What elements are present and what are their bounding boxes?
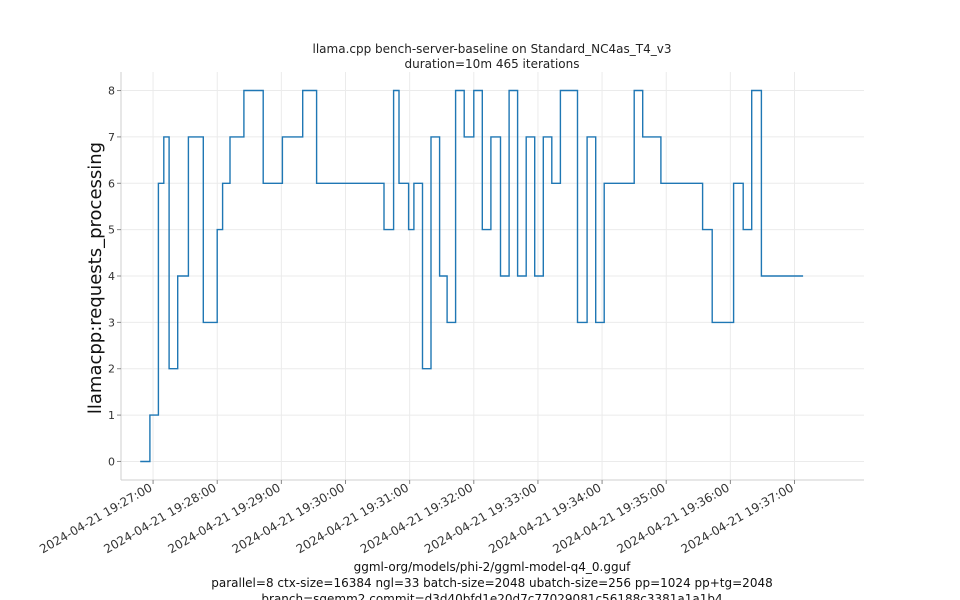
- x-axis-label-line-2: parallel=8 ctx-size=16384 ngl=33 batch-s…: [211, 576, 772, 590]
- y-tick-label: 6: [108, 177, 115, 190]
- x-tick-label: 2024-04-21 19:35:00: [550, 480, 667, 556]
- series-layer: [140, 89, 804, 463]
- series-line: [140, 89, 804, 463]
- x-tick-label: 2024-04-21 19:32:00: [358, 480, 475, 556]
- x-tick-label: 2024-04-21 19:28:00: [101, 480, 218, 556]
- x-tick-label: 2024-04-21 19:33:00: [422, 480, 539, 556]
- y-tick-label: 1: [108, 409, 115, 422]
- y-axis-label: llamacpp:requests_processing: [85, 142, 106, 414]
- x-tick-label: 2024-04-21 19:29:00: [165, 480, 282, 556]
- y-tick-label: 5: [108, 224, 115, 237]
- y-tick-label: 3: [108, 316, 115, 329]
- y-tick-label: 7: [108, 131, 115, 144]
- x-axis-label-line-1: ggml-org/models/phi-2/ggml-model-q4_0.gg…: [354, 560, 632, 574]
- x-tick-label: 2024-04-21 19:37:00: [679, 480, 796, 556]
- chart-title-line-1: llama.cpp bench-server-baseline on Stand…: [313, 42, 672, 56]
- y-tick-label: 4: [108, 270, 115, 283]
- x-tick-label: 2024-04-21 19:30:00: [230, 480, 347, 556]
- y-ticks: 0 1 2 3 4 5 6 7 8: [108, 85, 121, 468]
- x-tick-label: 2024-04-21 19:34:00: [486, 480, 603, 556]
- x-tick-label: 2024-04-21 19:31:00: [294, 480, 411, 556]
- y-tick-label: 2: [108, 363, 115, 376]
- chart-title-line-2: duration=10m 465 iterations: [405, 57, 580, 71]
- grid-lines: [121, 72, 864, 480]
- x-tick-label: 2024-04-21 19:27:00: [37, 480, 154, 556]
- y-tick-label: 0: [108, 455, 115, 468]
- x-axis-label-line-3: branch=sgemm2 commit=d3d40bfd1e20d7c7702…: [261, 592, 722, 600]
- y-tick-label: 8: [108, 85, 115, 98]
- x-tick-label: 2024-04-21 19:36:00: [614, 480, 731, 556]
